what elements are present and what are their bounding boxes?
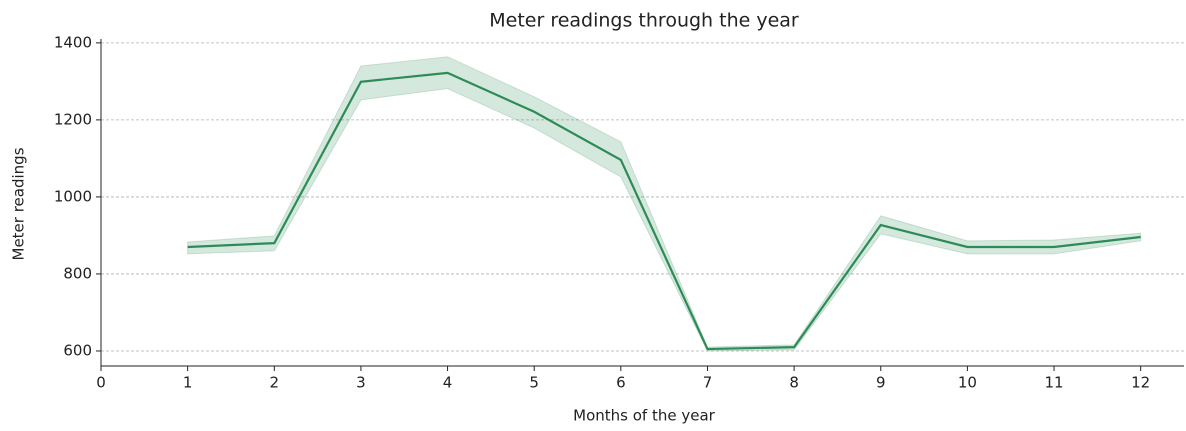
x-tick-label: 7 <box>703 374 713 392</box>
chart-title: Meter readings through the year <box>489 10 799 32</box>
x-tick-label: 2 <box>270 374 280 392</box>
x-tick-label: 0 <box>96 374 106 392</box>
x-tick-label: 9 <box>876 374 886 392</box>
x-axis-label: Months of the year <box>573 407 716 425</box>
y-tick-label: 800 <box>63 264 92 282</box>
x-tick-label: 5 <box>529 374 539 392</box>
x-tick-label: 11 <box>1044 374 1063 392</box>
y-tick-label: 600 <box>63 341 92 359</box>
y-tick-label: 1000 <box>54 187 92 205</box>
y-tick-label: 1200 <box>54 110 92 128</box>
x-tick-label: 10 <box>958 374 977 392</box>
y-tick-label: 1400 <box>54 33 92 51</box>
x-tick-label: 3 <box>356 374 366 392</box>
x-tick-label: 4 <box>443 374 453 392</box>
y-axis-label: Meter readings <box>10 147 28 260</box>
x-tick-label: 6 <box>616 374 626 392</box>
x-tick-label: 1 <box>183 374 193 392</box>
x-tick-label: 12 <box>1131 374 1150 392</box>
line <box>187 71 1141 351</box>
confidence-band <box>187 56 1142 352</box>
x-tick-label: 8 <box>789 374 799 392</box>
